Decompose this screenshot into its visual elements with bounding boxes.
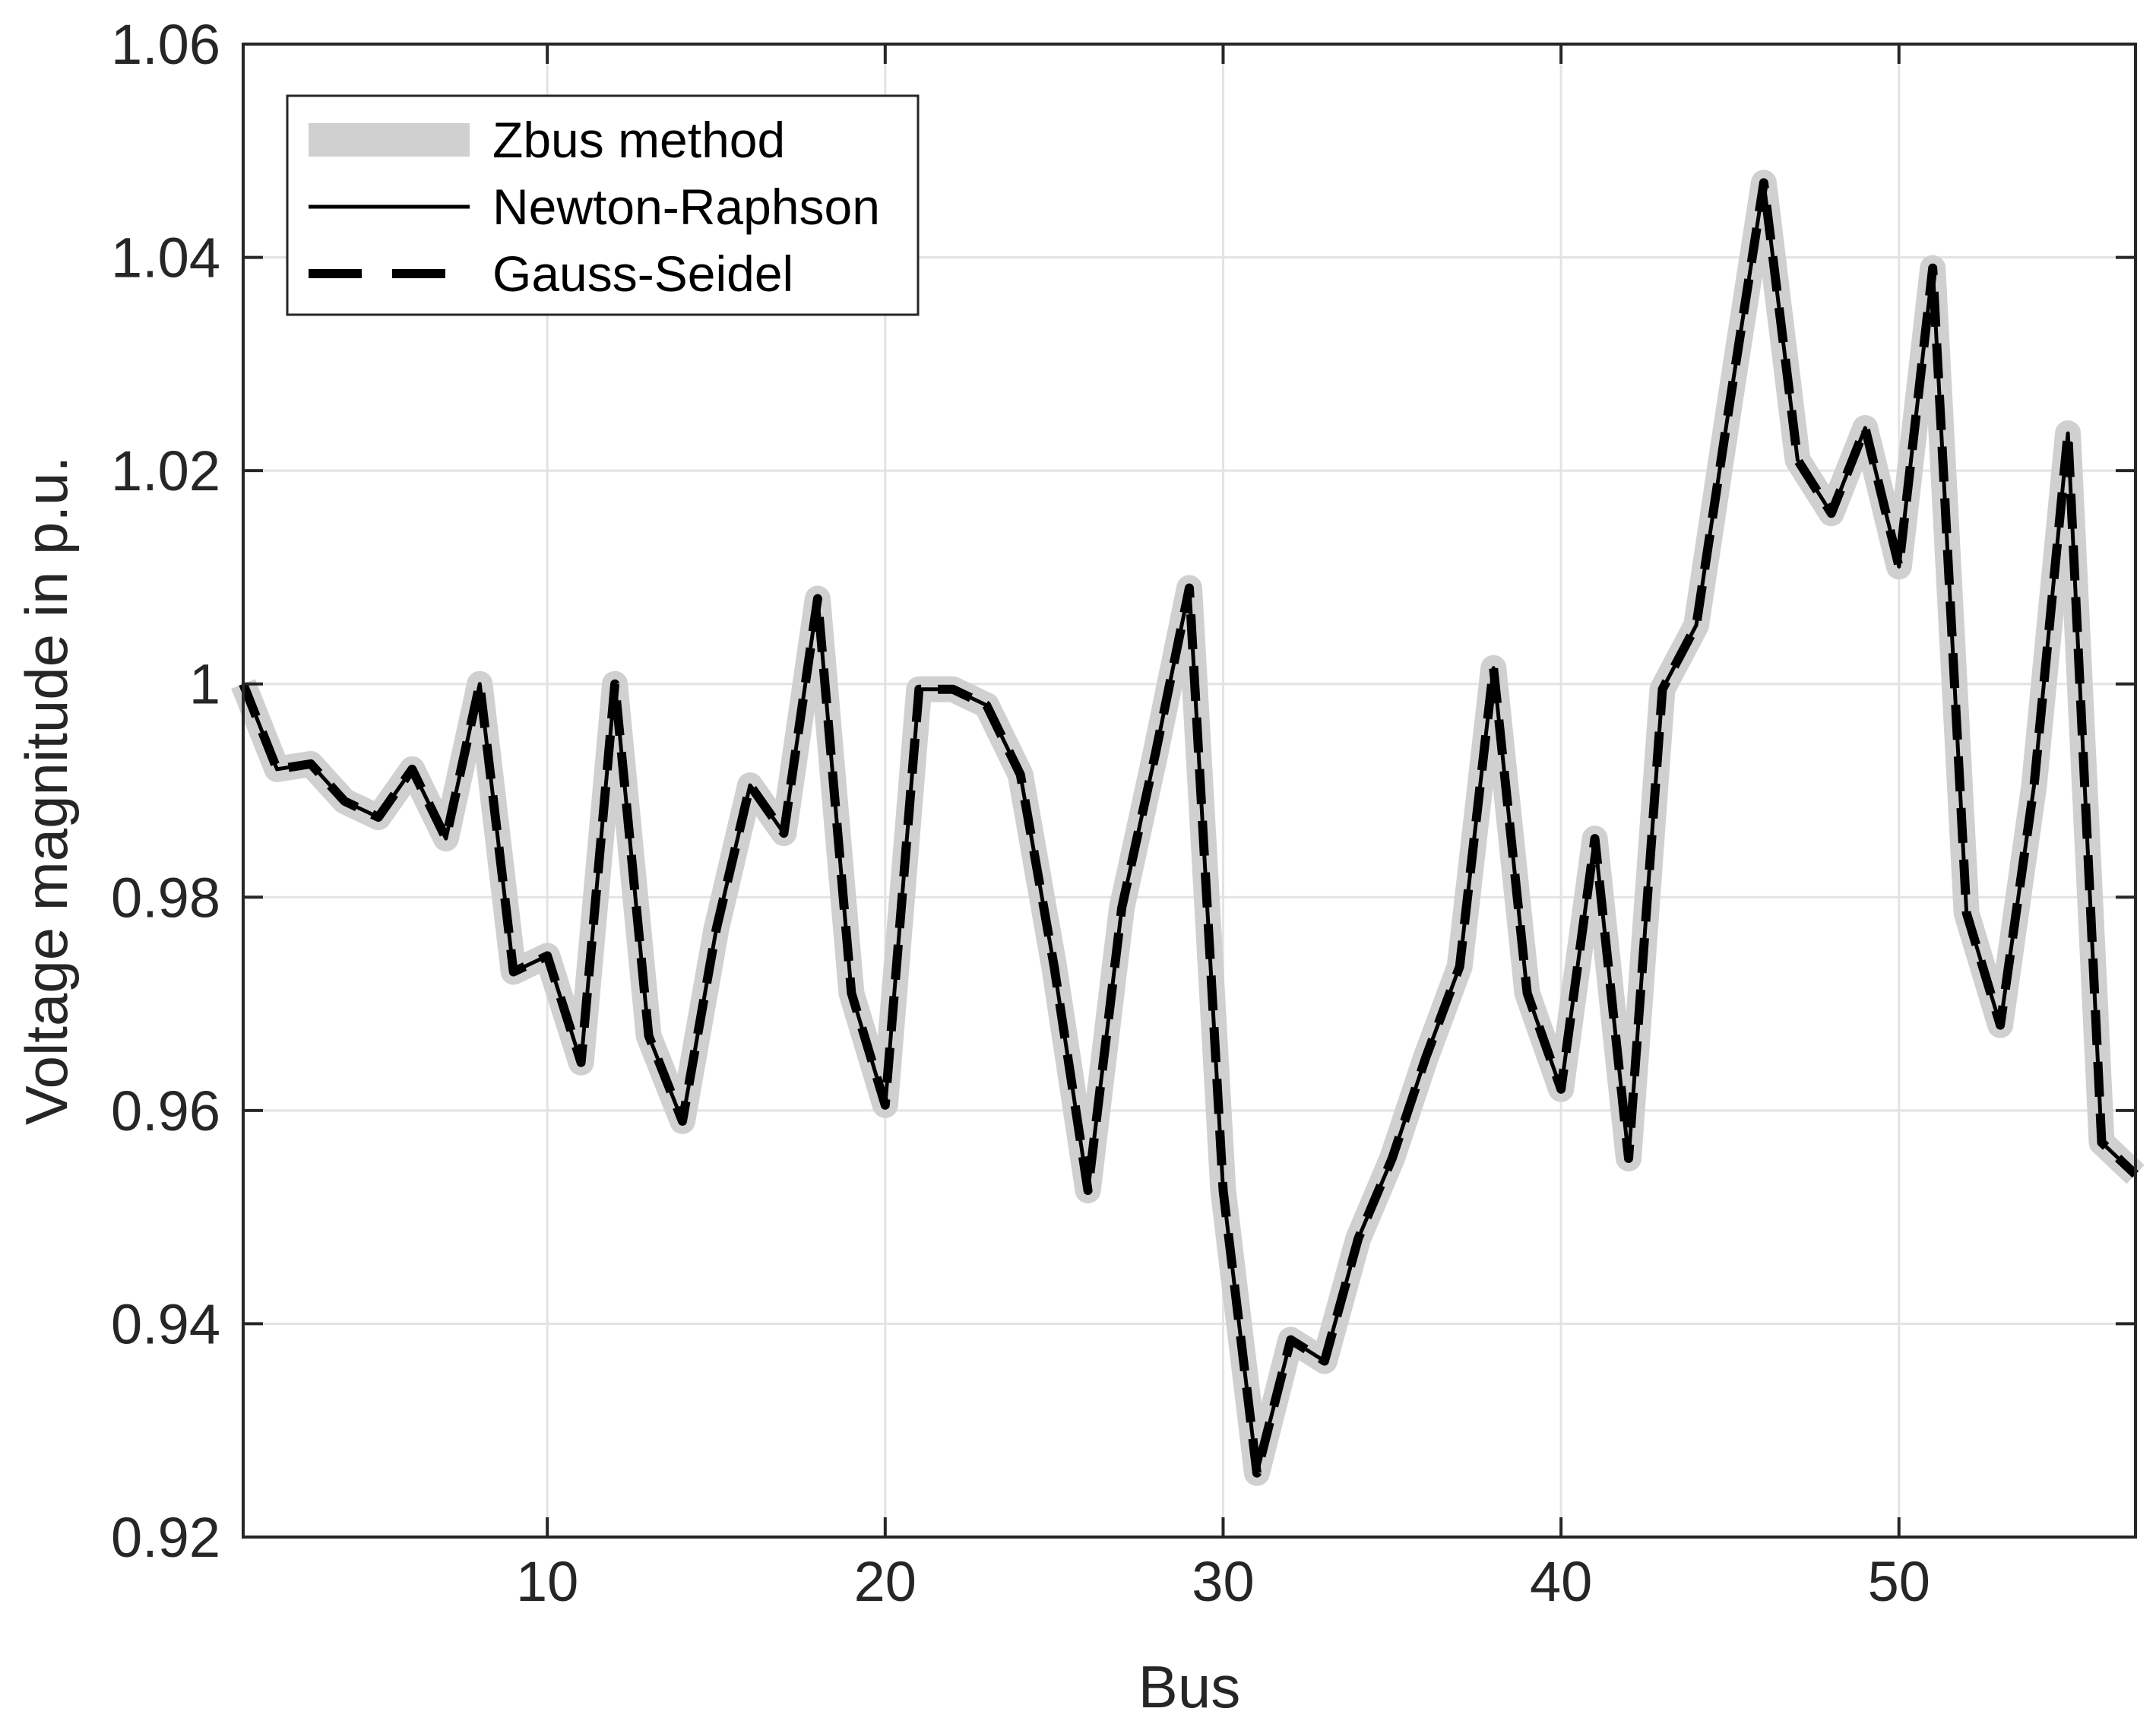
y-tick-label: 0.94 [111,1292,220,1355]
y-tick-label: 0.98 [111,866,220,929]
y-tick-label: 1 [189,653,220,716]
tick-labels: 10 20 30 40 50 0.92 0.94 0.96 0.98 1 1.02 1.04 1.06 [111,13,1930,1613]
x-axis-title: Bus [1138,1653,1240,1720]
y-tick-label: 1.04 [111,227,220,290]
plot-area-frame [242,43,2137,1539]
x-tick-label: 20 [854,1550,917,1613]
legend: Zbus method Newton-Raphson Gauss-Seidel [286,94,920,316]
y-tick-label: 0.96 [111,1079,220,1143]
y-axis-title: Voltage magnitude in p.u. [13,456,80,1125]
y-tick-label: 0.92 [111,1506,220,1569]
series-line-gauss-seidel [239,178,2139,1478]
x-tick-label: 10 [516,1550,578,1613]
series-lines [231,170,2145,1486]
legend-label: Newton-Raphson [492,179,880,235]
x-tick-label: 50 [1868,1550,1930,1613]
x-tick-label: 30 [1192,1550,1254,1613]
x-tick-label: 40 [1530,1550,1592,1613]
y-tick-label: 1.02 [111,439,220,502]
y-tick-label: 1.06 [111,13,220,76]
axes [242,43,2137,1539]
legend-label: Zbus method [492,112,785,168]
legend-label: Gauss-Seidel [492,246,793,302]
